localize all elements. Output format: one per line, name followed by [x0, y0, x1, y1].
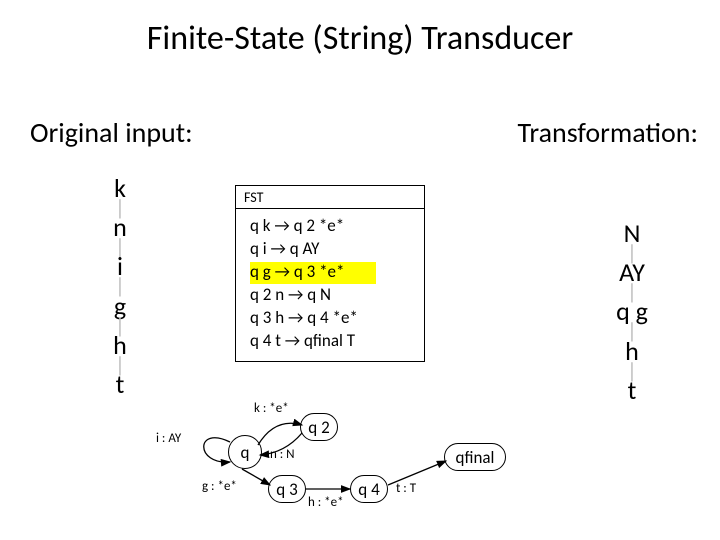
state-node-qfinal: qfinal [444, 443, 506, 471]
state-node-q2: q 2 [300, 413, 338, 441]
state-graph: i : AY k : *e* n : N g : *e* h : *e* t :… [160, 395, 530, 525]
node-label: q 2 [308, 417, 329, 438]
fst-rule: q g → q 3 *e* [250, 261, 414, 284]
edge-label: g : *e* [202, 479, 237, 494]
input-sym: t [105, 371, 135, 397]
fst-rule: q k → q 2 *e* [250, 215, 414, 238]
output-sym: t [602, 377, 662, 403]
state-node-q4: q 4 [350, 475, 388, 503]
input-column: k | n | i | g | h | t [105, 175, 135, 397]
fst-header: FST [236, 186, 424, 209]
fst-rule: q 3 h → q 4 *e* [250, 307, 414, 330]
fst-rule: q i → q AY [250, 238, 414, 261]
output-column: N | AY | q g | h | t [602, 220, 662, 403]
state-node-q: q [228, 435, 262, 469]
slide: Finite-State (String) Transducer Origina… [0, 0, 720, 540]
fst-rule: q 2 n → q N [250, 284, 414, 307]
state-node-q3: q 3 [268, 475, 306, 503]
fst-body: q k → q 2 *e* q i → q AY q g → q 3 *e* q… [236, 209, 424, 361]
node-label: q 4 [358, 479, 379, 500]
edge-label: i : AY [156, 431, 181, 446]
subheading-transformation: Transformation: [518, 115, 698, 150]
node-label: q 3 [276, 479, 297, 500]
edge-label: k : *e* [254, 401, 289, 416]
edge-label: n : N [270, 447, 295, 462]
fst-rule: q 4 t → qfinal T [250, 330, 414, 353]
node-label: qfinal [456, 447, 495, 468]
node-label: q [241, 442, 250, 463]
subheading-original: Original input: [30, 115, 193, 150]
edge-label: h : *e* [308, 495, 344, 510]
edge-label: t : T [396, 481, 416, 496]
slide-title: Finite-State (String) Transducer [0, 18, 720, 59]
fst-box: FST q k → q 2 *e* q i → q AY q g → q 3 *… [235, 185, 425, 362]
